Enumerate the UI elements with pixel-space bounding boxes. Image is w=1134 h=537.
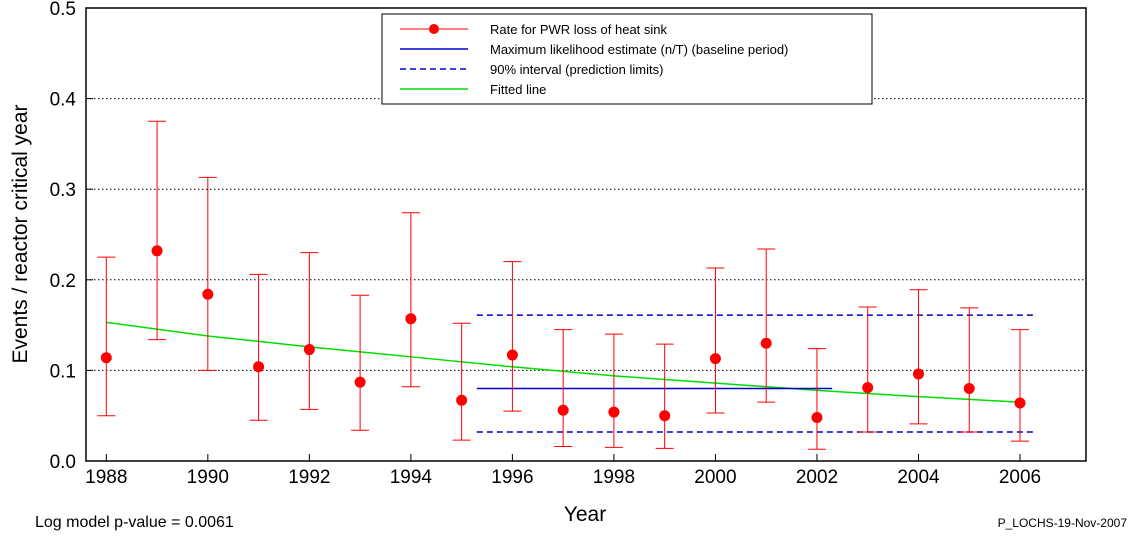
p-value-note: Log model p-value = 0.0061 — [35, 514, 234, 531]
y-tick-label: 0.2 — [50, 271, 76, 292]
rate-point — [100, 352, 112, 364]
y-tick-label: 0.3 — [50, 180, 76, 201]
y-tick-label: 0.1 — [50, 361, 76, 382]
legend-item-mle: Maximum likelihood estimate (n/T) (basel… — [490, 42, 788, 57]
y-axis-label: Events / reactor critical year — [9, 104, 32, 363]
plot-frame — [85, 7, 1087, 462]
rate-point — [506, 349, 518, 361]
rate-point — [557, 404, 569, 416]
rate-point — [303, 344, 315, 356]
x-ticks-group: 1988 1990 1992 1994 1996 1998 2000 2002 2004 2006 — [85, 454, 1041, 488]
generation-stamp: P_LOCHS-19-Nov-2007 — [998, 516, 1128, 530]
x-tick-label: 2006 — [999, 467, 1041, 488]
rate-point — [1014, 397, 1026, 409]
y-tick-label: 0.4 — [50, 90, 77, 111]
x-tick-label: 1990 — [187, 467, 229, 488]
rate-point — [912, 368, 924, 380]
x-tick-label: 2002 — [796, 467, 838, 488]
rate-point — [253, 361, 265, 373]
rate-point — [456, 394, 468, 406]
legend: Rate for PWR loss of heat sink Maximum l… — [381, 13, 873, 105]
y-tick-label: 0.5 — [50, 0, 76, 20]
rate-point — [354, 376, 366, 388]
rate-point — [202, 288, 214, 300]
rate-points-group — [97, 120, 1030, 450]
x-axis-label: Year — [564, 503, 606, 526]
rate-point — [709, 353, 721, 365]
x-tick-label: 2000 — [694, 467, 736, 488]
rate-point — [862, 382, 874, 394]
legend-item-rate: Rate for PWR loss of heat sink — [490, 22, 668, 37]
prediction-interval-group — [476, 314, 1036, 433]
x-tick-label: 2004 — [897, 467, 940, 488]
x-tick-label: 1996 — [491, 467, 533, 488]
legend-item-fitted: Fitted line — [490, 82, 546, 97]
x-tick-label: 1998 — [593, 467, 635, 488]
rate-point — [608, 406, 620, 418]
x-tick-label: 1988 — [85, 467, 127, 488]
rate-point — [659, 410, 671, 422]
y-tick-label: 0.0 — [50, 452, 76, 473]
legend-item-interval: 90% interval (prediction limits) — [490, 62, 663, 77]
y-ticks-group: 0.0 0.1 0.2 0.3 0.4 0.5 — [50, 0, 93, 473]
rate-point — [760, 337, 772, 349]
x-tick-label: 1992 — [288, 467, 330, 488]
rate-point — [811, 412, 823, 424]
rate-point — [151, 245, 163, 257]
x-tick-label: 1994 — [390, 467, 433, 488]
rate-point — [963, 383, 975, 395]
rate-point — [405, 313, 417, 325]
legend-rate-marker — [429, 24, 439, 34]
